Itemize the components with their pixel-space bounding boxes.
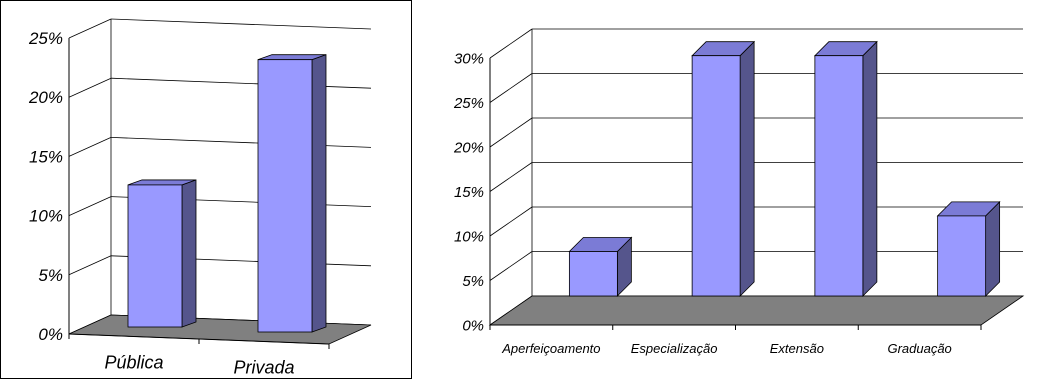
gridline	[110, 77, 372, 89]
x-category-label: Graduação	[887, 341, 951, 356]
bar	[257, 59, 313, 333]
chart-left-svg: 0% 5% 10% 15% 20% 25% Pública Privada	[28, 18, 372, 378]
y-tick-label: 15%	[29, 147, 63, 166]
x-category-label: Extensão	[770, 341, 824, 356]
chart-floor	[488, 295, 1025, 326]
bar	[127, 184, 183, 328]
bar-side	[181, 179, 197, 328]
y-tick-label: 30%	[454, 50, 484, 67]
chart-right-svg: 0% 5% 10% 15% 20% 25% 30% Aperfeiçoamento Especi…	[453, 28, 1025, 356]
y-tick-label: 25%	[28, 29, 63, 48]
y-tick-label: 10%	[454, 228, 484, 245]
gridline-side	[68, 137, 112, 157]
gridline-side	[489, 251, 533, 281]
gridline	[110, 18, 372, 30]
y-tick-label: 0%	[38, 325, 63, 344]
gridline-side	[68, 196, 112, 216]
x-category-label: Pública	[104, 353, 163, 373]
bar-side	[985, 200, 1001, 297]
gridline-side	[489, 73, 533, 103]
y-tick-label: 10%	[29, 207, 63, 226]
bar-side	[311, 54, 327, 333]
y-tick-label: 5%	[38, 266, 63, 285]
bar	[568, 251, 618, 297]
y-tick-label: 25%	[453, 95, 484, 112]
y-tick-label: 5%	[462, 273, 484, 290]
y-tick-label: 20%	[453, 139, 484, 156]
x-category-label: Especialização	[631, 341, 718, 356]
bar-side	[739, 40, 755, 297]
gridline	[110, 137, 372, 148]
bar	[814, 55, 864, 297]
bar-side	[862, 40, 878, 297]
chart-right-panel: 0% 5% 10% 15% 20% 25% 30% Aperfeiçoamento Especi…	[412, 0, 1047, 379]
y-tick-label: 20%	[28, 88, 63, 107]
gridline-side	[68, 255, 112, 276]
gridline-side	[489, 117, 533, 148]
x-category-label: Privada	[233, 358, 294, 378]
bar	[691, 55, 741, 297]
bar	[937, 215, 987, 297]
chart-left-panel: 0% 5% 10% 15% 20% 25% Pública Privada	[0, 0, 412, 379]
gridline-side	[489, 206, 533, 237]
gridline-side	[489, 28, 533, 59]
y-tick-label: 15%	[454, 184, 484, 201]
x-category-label: Aperfeiçoamento	[501, 341, 600, 356]
gridline-side	[68, 18, 112, 39]
gridline-side	[489, 162, 533, 192]
y-tick-label: 0%	[462, 317, 484, 334]
gridline-side	[68, 77, 112, 98]
